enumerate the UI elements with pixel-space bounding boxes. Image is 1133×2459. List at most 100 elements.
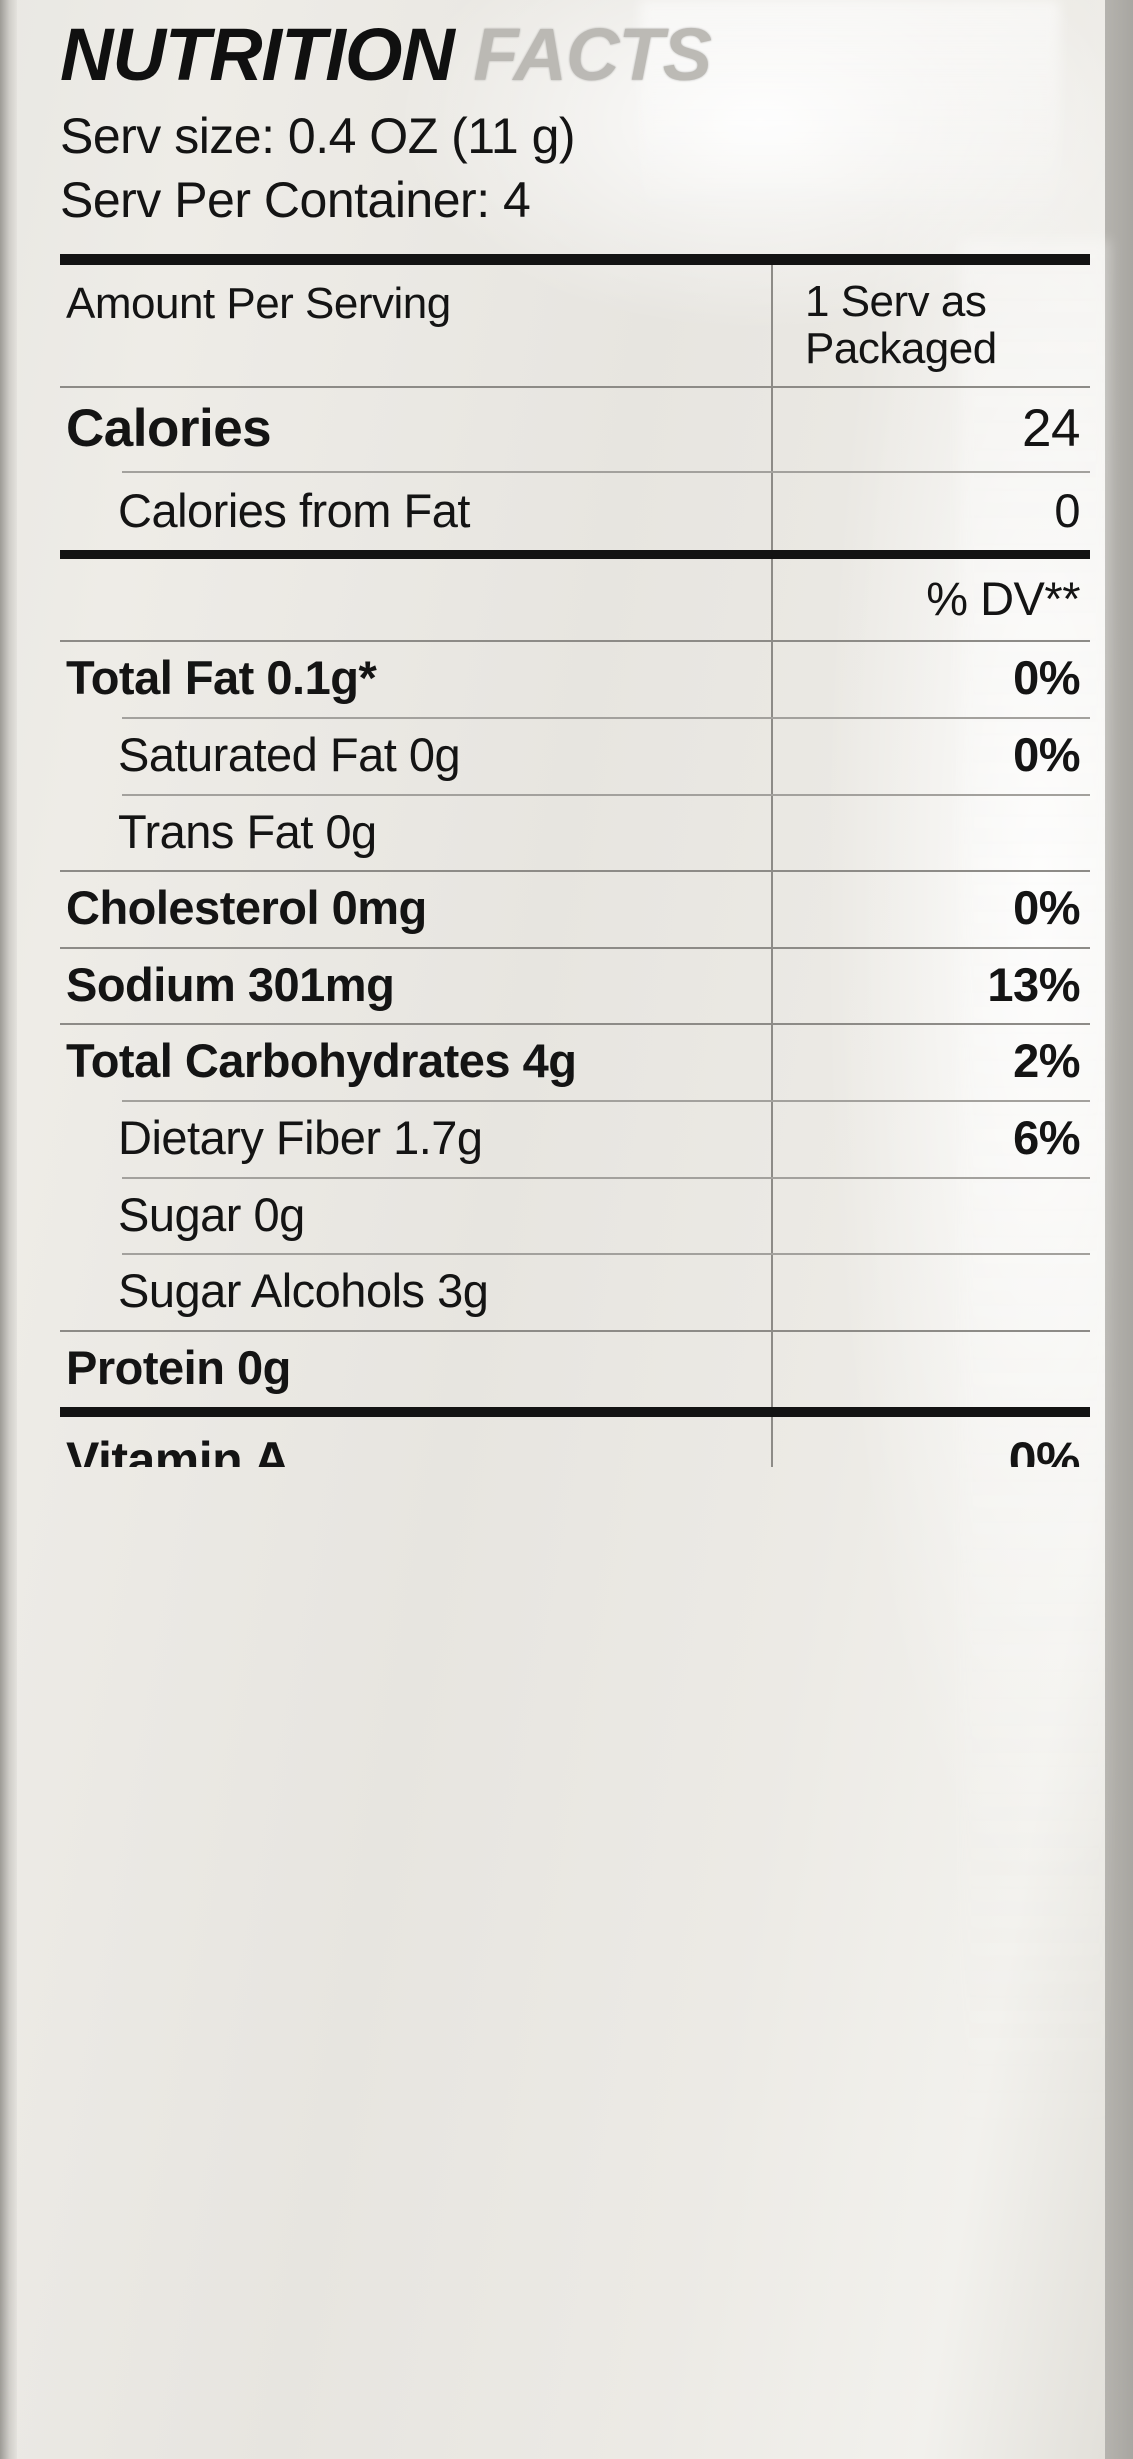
calories-from-fat-label: Calories from Fat: [118, 484, 470, 538]
table-header-row: Amount Per Serving 1 Serv as Packaged: [60, 265, 1090, 387]
nutrient-name: Cholesterol 0mg: [66, 881, 427, 935]
divider-thin-left: [60, 946, 772, 949]
serving-size-line: Serv size: 0.4 OZ (11 g): [60, 108, 576, 164]
nutrient-daily-value: 13%: [987, 957, 1080, 1011]
carton-left-edge: [0, 0, 17, 2459]
divider-right: [772, 946, 1090, 949]
table-row: Sodium 301mg 13%: [60, 948, 1090, 1024]
table-row: Saturated Fat 0g 0%: [60, 718, 1090, 794]
nutrient-name: Dietary Fiber 1.7g: [118, 1111, 483, 1165]
divider-thin-left: [60, 870, 772, 873]
nutrient-name: Saturated Fat 0g: [118, 727, 461, 781]
divider-hair-caloriesfat-right: [772, 471, 1090, 474]
table-row: Trans Fat 0g: [60, 795, 1090, 871]
divider-hair-left: [122, 793, 772, 796]
nutrient-name: Sodium 301mg: [66, 957, 395, 1011]
nutrient-daily-value: [789, 1332, 1090, 1407]
nutrient-daily-value: 2%: [1013, 1034, 1080, 1088]
serving-column-header-line2: Packaged: [805, 323, 997, 373]
divider-row: [60, 640, 1090, 643]
divider-right: [772, 793, 1090, 796]
table-row: Total Carbohydrates 4g 2%: [60, 1025, 1090, 1101]
divider-right: [772, 1329, 1090, 1332]
calories-label: Calories: [66, 399, 272, 459]
divider-hair-left: [122, 1100, 772, 1103]
nutrient-daily-value: 0%: [1013, 651, 1080, 705]
page-title: NUTRITION FACTS: [60, 18, 1090, 92]
divider-gap: [60, 1253, 122, 1255]
nutrient-name: Protein 0g: [66, 1340, 291, 1394]
nutrient-daily-value: [789, 1179, 1090, 1254]
nutrient-daily-value: 0%: [1013, 727, 1080, 781]
amount-per-serving-header: Amount Per Serving: [66, 279, 451, 328]
nutrient-name: Sugar 0g: [118, 1187, 305, 1241]
divider-gap: [60, 1100, 122, 1102]
table-row-calories-from-fat: Calories from Fat 0: [60, 473, 1090, 551]
divider-row: [60, 870, 1090, 873]
divider-thick-dv: [60, 550, 1090, 560]
calories-value: 24: [1022, 399, 1080, 459]
divider-gap: [60, 794, 122, 796]
divider-right: [772, 1176, 1090, 1179]
divider-row-calories-top: [60, 386, 1090, 389]
divider-thick-top: [60, 254, 1090, 265]
table-row: Sugar Alcohols 3g: [60, 1255, 1090, 1330]
nutrient-name: Trans Fat 0g: [118, 804, 377, 858]
serving-column-header-line1: 1 Serv as: [805, 277, 987, 326]
divider-right: [772, 1023, 1090, 1026]
divider-right: [772, 870, 1090, 873]
nutrient-daily-value: 6%: [1013, 1111, 1080, 1165]
table-row: Cholesterol 0mg 0%: [60, 872, 1090, 947]
divider-row: [60, 793, 1090, 796]
table-row: Total Fat 0.1g* 0%: [60, 642, 1090, 717]
divider-row: [60, 1253, 1090, 1256]
divider-right: [772, 640, 1090, 643]
nutrient-name: Total Fat 0.1g*: [66, 651, 377, 705]
divider-thin-left: [60, 1329, 772, 1332]
divider-gap: [60, 1177, 122, 1179]
divider-gap: [60, 471, 122, 473]
table-row: Dietary Fiber 1.7g 6%: [60, 1102, 1090, 1177]
divider-row-bottom-thick: [60, 1406, 1090, 1417]
divider-row: [60, 1023, 1090, 1026]
daily-value-header: % DV**: [926, 572, 1080, 626]
divider-hair-left: [122, 1253, 772, 1256]
background-right: [1105, 0, 1133, 2459]
divider-row: [60, 946, 1090, 949]
table-row-cutoff: Vitamin A 0%: [60, 1416, 1090, 1467]
nutrient-name: Sugar Alcohols 3g: [118, 1264, 489, 1318]
divider-row: [60, 1329, 1090, 1332]
serving-column-header: 1 Serv as Packaged: [789, 265, 1090, 382]
divider-thick-bottom: [60, 1406, 1090, 1417]
divider-row-caloriesfat: [60, 471, 1090, 474]
cutoff-row-label: Vitamin A: [66, 1431, 290, 1467]
title-facts: FACTS: [473, 13, 712, 96]
nutrient-name: Total Carbohydrates 4g: [66, 1034, 577, 1088]
divider-row: [60, 1176, 1090, 1179]
divider-thin-calories-right: [772, 386, 1090, 389]
table-row-dv-header: % DV**: [60, 559, 1090, 640]
divider-thin-left: [60, 1023, 772, 1026]
dv-header-spacer: [60, 559, 771, 603]
table-row: Protein 0g: [60, 1331, 1090, 1407]
nutrition-table: Amount Per Serving 1 Serv as Packaged: [60, 265, 1090, 1467]
calories-from-fat-value: 0: [1054, 484, 1080, 538]
divider-right: [772, 716, 1090, 719]
divider-row: [60, 1100, 1090, 1103]
cutoff-row-dv: 0%: [1008, 1431, 1081, 1467]
nutrient-daily-value: [789, 796, 1090, 871]
divider-thin-left: [60, 640, 772, 643]
nutrient-daily-value: 0%: [1013, 881, 1080, 935]
nutrition-facts-label: NUTRITION FACTS Serv size: 0.4 OZ (11 g)…: [60, 18, 1090, 1467]
divider-gap: [60, 717, 122, 719]
divider-row-thick-dv: [60, 550, 1090, 560]
divider-thin-calories-left: [60, 386, 772, 389]
divider-row: [60, 716, 1090, 719]
servings-per-container-line: Serv Per Container: 4: [60, 172, 531, 228]
divider-hair-caloriesfat-left: [122, 471, 772, 474]
divider-hair-left: [122, 716, 772, 719]
divider-hair-left: [122, 1176, 772, 1179]
table-row-calories: Calories 24: [60, 388, 1090, 472]
nutrient-rows: Total Fat 0.1g* 0% Saturated Fat 0g 0% Trans…: [60, 640, 1090, 1407]
